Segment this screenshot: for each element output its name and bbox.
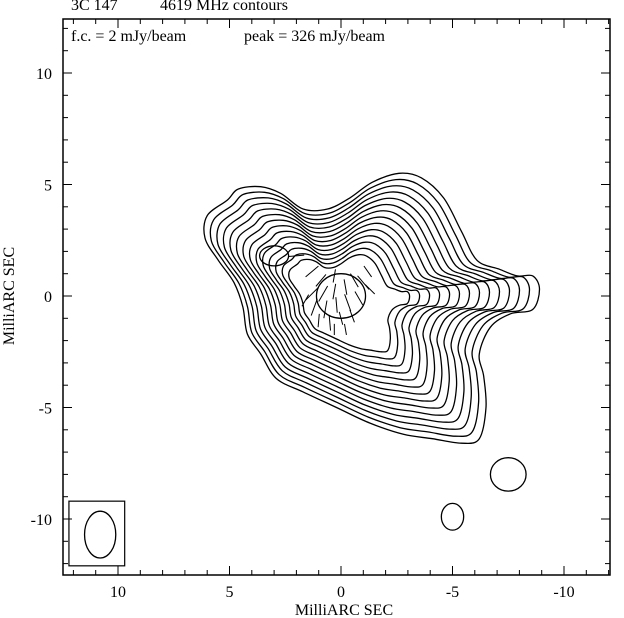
- y-tick-label: 10: [36, 66, 52, 83]
- polarization-vector: [343, 279, 348, 295]
- polarization-vector: [343, 323, 347, 336]
- y-tick-label: 0: [44, 289, 52, 306]
- contour-level: [255, 222, 461, 388]
- contour-level: [281, 247, 421, 360]
- polarization-vector: [335, 297, 338, 313]
- y-tick-label: -5: [39, 401, 52, 418]
- polarization-vector: [317, 313, 320, 328]
- y-tick-label: -10: [31, 512, 52, 529]
- beam-ellipse: [83, 510, 117, 559]
- polarization-vector: [310, 298, 318, 316]
- polarization-vector: [315, 274, 327, 287]
- contour-level: [209, 178, 531, 437]
- contour-level: [275, 241, 431, 367]
- contour-level: [268, 235, 441, 374]
- y-tick-label: 5: [44, 178, 52, 195]
- polarization-vector: [288, 254, 305, 258]
- secondary-peak-contour: [258, 245, 290, 267]
- y-axis-label: MilliARC SEC: [1, 247, 18, 345]
- polarization-vector: [332, 283, 337, 300]
- core-contour: [315, 273, 367, 319]
- polarization-vector: [344, 294, 352, 312]
- x-tick-label: 5: [226, 584, 234, 601]
- x-tick-label: 0: [337, 584, 345, 601]
- island-contour: [440, 502, 465, 531]
- plot-frame: [62, 18, 611, 576]
- beam-box: [68, 500, 126, 567]
- contour-level: [216, 185, 521, 430]
- contour-level: [222, 191, 511, 423]
- polarization-vector: [338, 311, 344, 325]
- source-name: 3C 147: [71, 0, 118, 14]
- contour-level: [261, 228, 451, 381]
- polarization-vector: [323, 300, 328, 319]
- polarization-vector: [328, 314, 332, 331]
- first-contour-label: f.c. = 2 mJy/beam: [71, 28, 187, 45]
- x-tick-label: 10: [110, 584, 126, 601]
- polarization-vector: [354, 291, 364, 306]
- peak-label: peak = 326 mJy/beam: [244, 28, 385, 45]
- polarization-vector: [349, 309, 355, 323]
- polarization-vector: [332, 269, 336, 283]
- contour-level: [248, 216, 471, 395]
- polarization-vector: [357, 275, 370, 290]
- polarization-vector: [318, 285, 329, 302]
- contour-level: [242, 210, 481, 402]
- polarization-vector: [363, 265, 373, 278]
- contour-level: [288, 253, 411, 353]
- polarization-vector: [364, 284, 376, 295]
- contour-level: [235, 203, 491, 409]
- polarization-vector: [305, 265, 319, 278]
- contour-level: [203, 172, 541, 445]
- x-axis-label: MilliARC SEC: [295, 602, 393, 618]
- polarization-vector: [301, 294, 310, 307]
- frequency-title: 4619 MHz contours: [160, 0, 288, 14]
- polarization-vector: [350, 273, 359, 288]
- contour-level: [229, 197, 501, 416]
- x-tick-label: -10: [553, 584, 574, 601]
- polarization-vector: [305, 287, 319, 301]
- x-tick-label: -5: [446, 584, 459, 601]
- island-contour: [489, 457, 527, 492]
